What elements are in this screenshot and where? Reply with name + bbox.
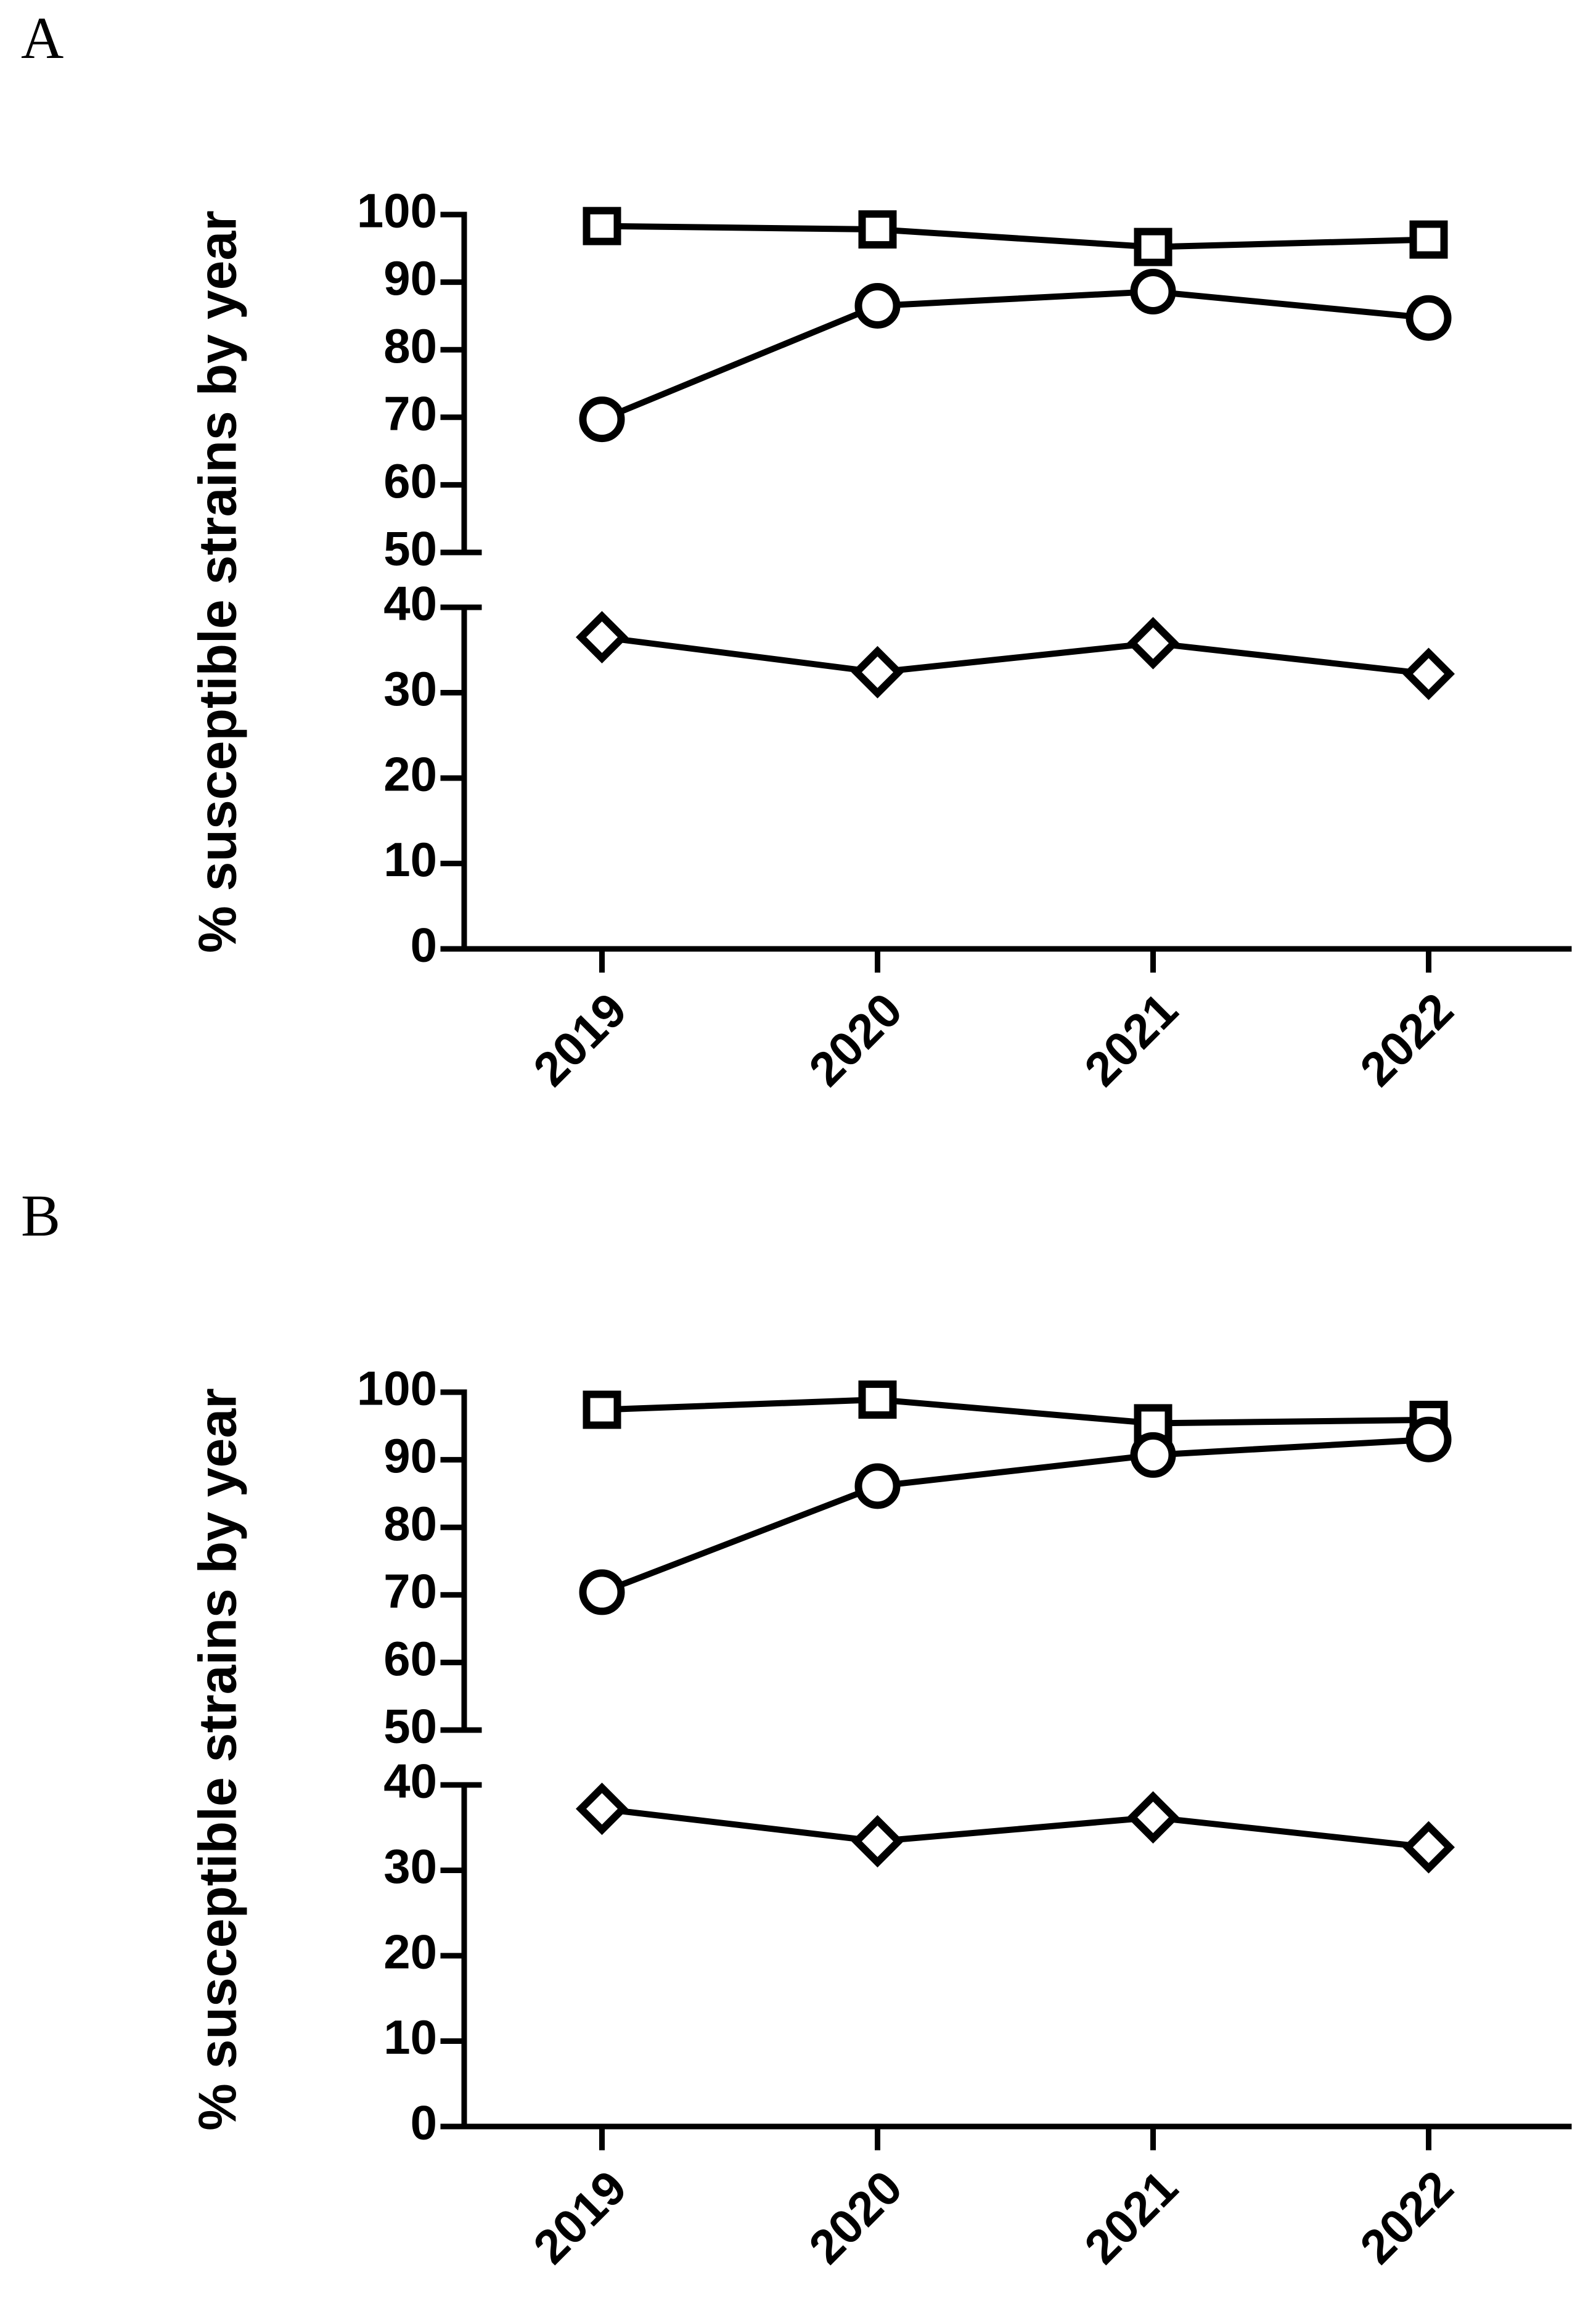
- marker-circle: [1406, 1416, 1452, 1462]
- marker-diamond: [1402, 1821, 1455, 1874]
- y-tick-label: 70: [383, 386, 437, 440]
- panel-label: A: [21, 5, 63, 71]
- y-tick-label: 30: [383, 662, 437, 716]
- marker-circle: [1130, 268, 1176, 314]
- x-tick-label: 2020: [798, 982, 912, 1096]
- x-tick-label: 2019: [523, 982, 637, 1096]
- marker-square: [583, 207, 621, 245]
- x-tick-label: 2020: [798, 2160, 912, 2274]
- x-tick-label: 2022: [1349, 2160, 1463, 2274]
- marker-circle: [579, 396, 625, 443]
- y-tick-label: 50: [383, 522, 437, 576]
- marker-diamond: [576, 1782, 628, 1835]
- marker-diamond: [1127, 617, 1179, 670]
- series-line: [600, 1436, 1429, 1596]
- series-line: [602, 1396, 1429, 1427]
- y-tick-label: 80: [383, 1496, 437, 1551]
- x-tick-label: 2021: [1074, 982, 1188, 1096]
- y-tick-label: 90: [383, 251, 437, 305]
- y-tick-label: 60: [383, 1631, 437, 1686]
- marker-diamond: [1402, 647, 1455, 700]
- y-tick-label: 20: [383, 747, 437, 802]
- marker-square: [1134, 228, 1172, 266]
- marker-square: [858, 210, 897, 249]
- marker-diamond: [851, 1815, 904, 1868]
- y-tick-label: 0: [411, 918, 437, 972]
- y-tick-label: 20: [383, 1925, 437, 1979]
- panel-label: B: [21, 1183, 60, 1249]
- y-tick-label: 30: [383, 1839, 437, 1893]
- y-axis-label: % susceptible strains by year: [189, 210, 248, 953]
- series-line: [600, 288, 1429, 422]
- x-tick-label: 2021: [1074, 2160, 1188, 2274]
- x-tick-label: 2022: [1349, 982, 1463, 1096]
- marker-square: [858, 1380, 897, 1419]
- y-tick-label: 100: [357, 1361, 437, 1416]
- y-tick-label: 40: [383, 576, 437, 631]
- y-axis-label: % susceptible strains by year: [189, 1388, 248, 2131]
- y-tick-label: 60: [383, 454, 437, 508]
- marker-diamond: [576, 610, 628, 663]
- marker-diamond: [1127, 1791, 1179, 1844]
- marker-circle: [1406, 295, 1452, 341]
- series-line: [601, 1805, 1430, 1851]
- y-tick-label: 100: [357, 184, 437, 238]
- y-tick-label: 80: [383, 319, 437, 373]
- marker-circle: [854, 1463, 901, 1509]
- x-tick-label: 2019: [523, 2160, 637, 2274]
- series-line: [602, 223, 1429, 250]
- marker-circle: [579, 1569, 625, 1615]
- y-tick-label: 90: [383, 1429, 437, 1483]
- marker-diamond: [851, 646, 904, 699]
- y-tick-label: 10: [383, 832, 437, 887]
- y-tick-label: 70: [383, 1564, 437, 1618]
- marker-circle: [1130, 1432, 1176, 1478]
- y-tick-label: 0: [411, 2096, 437, 2150]
- marker-square: [583, 1390, 621, 1429]
- marker-circle: [854, 282, 901, 329]
- y-tick-label: 40: [383, 1754, 437, 1808]
- series-line: [601, 634, 1430, 677]
- marker-square: [1409, 220, 1448, 259]
- y-tick-label: 50: [383, 1699, 437, 1753]
- y-tick-label: 10: [383, 2010, 437, 2064]
